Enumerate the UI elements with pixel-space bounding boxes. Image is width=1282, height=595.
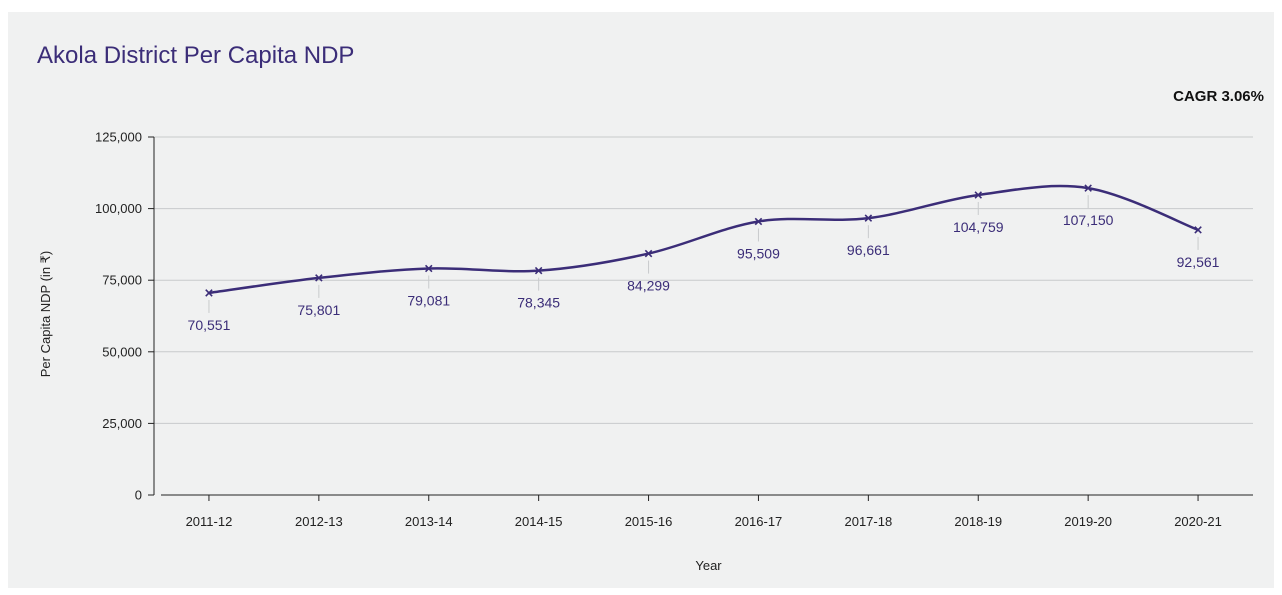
data-label: 75,801 <box>297 302 340 318</box>
data-point-marker[interactable] <box>315 274 323 282</box>
data-label: 78,345 <box>517 295 560 311</box>
data-point-marker[interactable] <box>205 289 213 297</box>
cagr-label: CAGR 3.06% <box>1173 88 1264 105</box>
data-point-marker[interactable] <box>534 266 543 275</box>
x-tick-label: 2019-20 <box>1064 514 1112 529</box>
data-point-marker[interactable] <box>974 191 983 199</box>
data-point-marker[interactable] <box>754 217 763 226</box>
y-tick-label: 0 <box>135 488 142 503</box>
x-tick-label: 2014-15 <box>515 514 563 529</box>
x-tick-label: 2016-17 <box>735 514 783 529</box>
chart-panel: Akola District Per Capita NDP CAGR 3.06%… <box>8 12 1274 588</box>
y-tick-label: 100,000 <box>95 201 142 216</box>
data-point-marker[interactable] <box>644 249 653 258</box>
data-label: 79,081 <box>407 293 450 309</box>
data-label: 96,661 <box>847 242 890 258</box>
y-tick-label: 125,000 <box>95 130 142 145</box>
data-label: 92,561 <box>1177 254 1220 270</box>
data-label: 107,150 <box>1063 212 1114 228</box>
data-point-marker[interactable] <box>1084 184 1092 192</box>
x-tick-label: 2015-16 <box>625 514 673 529</box>
x-tick-label: 2018-19 <box>954 514 1002 529</box>
x-tick-label: 2012-13 <box>295 514 343 529</box>
x-tick-label: 2011-12 <box>186 514 233 529</box>
data-label: 70,551 <box>188 317 231 333</box>
x-axis-title: Year <box>695 558 722 573</box>
x-tick-label: 2013-14 <box>405 514 453 529</box>
data-point-marker[interactable] <box>424 264 433 273</box>
y-tick-label: 25,000 <box>102 416 142 431</box>
chart-title: Akola District Per Capita NDP <box>37 42 355 69</box>
x-tick-label: 2020-21 <box>1174 514 1222 529</box>
data-point-marker[interactable] <box>864 214 873 222</box>
y-tick-label: 75,000 <box>102 273 142 288</box>
y-tick-label: 50,000 <box>102 344 142 359</box>
data-label: 104,759 <box>953 219 1004 235</box>
line-chart: 0 25,000 50,000 75,000 100,000 125,000 2011-12… <box>38 130 1253 573</box>
data-label: 84,299 <box>627 278 670 294</box>
y-axis-title: Per Capita NDP (in ₹) <box>38 251 53 378</box>
series-line <box>207 184 1200 295</box>
x-tick-label: 2017-18 <box>844 514 892 529</box>
data-point-marker[interactable] <box>1194 226 1202 234</box>
data-label: 95,509 <box>737 245 780 261</box>
